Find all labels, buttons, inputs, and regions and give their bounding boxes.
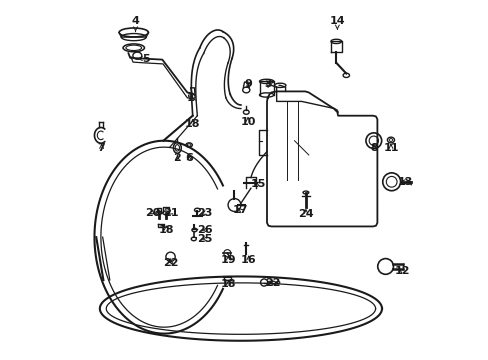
Text: 1: 1 (186, 93, 194, 103)
Text: 26: 26 (197, 225, 213, 235)
Text: 12: 12 (394, 266, 409, 276)
Text: 18: 18 (184, 118, 200, 129)
Text: 22: 22 (265, 278, 280, 288)
Text: 18: 18 (220, 279, 236, 289)
Text: 21: 21 (163, 208, 178, 218)
Text: 15: 15 (250, 179, 266, 189)
Text: 4: 4 (131, 16, 139, 32)
Text: 14: 14 (329, 16, 345, 29)
Text: 6: 6 (185, 153, 193, 163)
Text: 13: 13 (397, 177, 412, 187)
Text: 16: 16 (241, 255, 256, 265)
Text: 9: 9 (244, 78, 251, 89)
Text: 19: 19 (220, 255, 236, 265)
Text: 25: 25 (197, 234, 212, 244)
Text: 18: 18 (158, 225, 174, 235)
Text: 2: 2 (173, 153, 181, 163)
Text: 24: 24 (298, 209, 313, 219)
Text: 3: 3 (264, 78, 271, 89)
Text: 17: 17 (233, 205, 248, 215)
Text: 8: 8 (369, 143, 377, 153)
Text: 11: 11 (383, 143, 398, 153)
Text: 23: 23 (197, 208, 212, 218)
Text: 10: 10 (240, 117, 255, 127)
Text: 5: 5 (138, 54, 150, 64)
Text: 7: 7 (98, 143, 105, 153)
Text: 20: 20 (145, 208, 160, 218)
Text: 22: 22 (163, 258, 178, 268)
